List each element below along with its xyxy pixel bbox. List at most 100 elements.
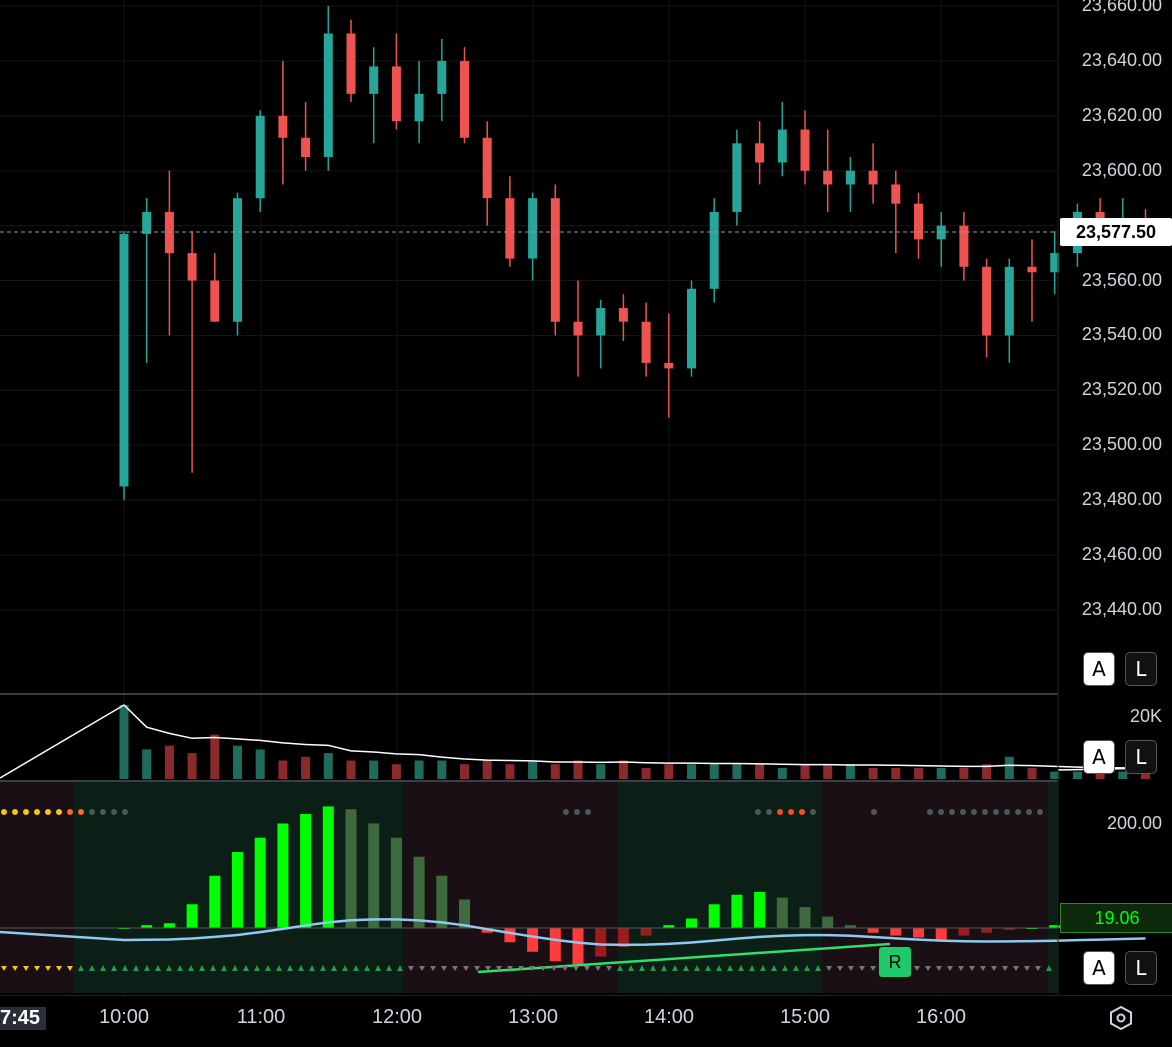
candle-body (573, 321, 583, 336)
signal-triangle (749, 965, 755, 971)
oscillator-bar (640, 928, 652, 936)
signal-dot (67, 809, 73, 815)
signal-triangle (661, 965, 667, 971)
volume-bar (1141, 771, 1150, 779)
signal-dot (585, 809, 591, 815)
log-scale-button[interactable]: L (1125, 652, 1157, 686)
signal-triangle (1013, 966, 1019, 971)
signal-triangle (298, 965, 304, 971)
signal-triangle (947, 966, 953, 971)
volume-bar (482, 760, 492, 779)
volume-bars (0, 704, 1150, 779)
candle-body (687, 288, 696, 369)
time-label: 11:00 (236, 1006, 286, 1028)
volume-bar (323, 753, 333, 779)
signal-triangle (408, 966, 414, 971)
signal-triangle (12, 966, 18, 971)
signal-triangle (89, 965, 95, 971)
signal-dot (949, 809, 955, 815)
signal-dot (871, 809, 877, 815)
volume-bar (1118, 771, 1128, 779)
volume-auto-button[interactable]: A (1083, 740, 1115, 774)
signal-dot (777, 809, 783, 815)
volume-bar (777, 767, 787, 779)
signal-triangle (254, 965, 260, 971)
signal-triangle (452, 966, 458, 971)
signal-triangle (1002, 966, 1008, 971)
candle-body (550, 198, 560, 322)
signal-triangle (221, 965, 227, 971)
settings-icon[interactable] (1108, 1005, 1134, 1031)
reversal-marker[interactable]: R (879, 947, 911, 977)
price-axis-label: 23,460.00 (1081, 544, 1162, 565)
auto-scale-button[interactable]: A (1083, 652, 1115, 686)
candle-body (732, 143, 742, 212)
signal-triangle (276, 965, 282, 971)
oscillator-bar (413, 856, 425, 928)
oscillator-bar (209, 875, 221, 928)
signal-triangle (111, 965, 117, 971)
oscillator-bar (595, 928, 607, 957)
candle-body (391, 66, 401, 122)
volume-bar (187, 753, 197, 779)
price-axis-label: 23,520.00 (1081, 379, 1162, 400)
signal-triangle (529, 966, 535, 971)
current-price-tag: 23,577.50 (1060, 218, 1172, 246)
volume-bar (255, 749, 265, 779)
signal-triangle (331, 965, 337, 971)
oscillator-bar (958, 928, 970, 936)
time-label-partial: 7:45 (0, 1007, 47, 1030)
signal-triangle (925, 966, 931, 971)
signal-triangle (1024, 966, 1030, 971)
signal-triangle (188, 965, 194, 971)
signal-triangle (573, 966, 579, 971)
volume-bar (164, 745, 174, 779)
signal-triangle (694, 965, 700, 971)
signal-triangle (958, 966, 964, 971)
candle-body (777, 129, 787, 163)
signal-triangle (683, 965, 689, 971)
signal-triangle (342, 965, 348, 971)
oscillator-bar (1049, 925, 1061, 928)
oscillator-bar (981, 928, 993, 933)
signal-dot (788, 809, 794, 815)
oscillator-bar (504, 928, 516, 943)
volume-log-button[interactable]: L (1125, 740, 1157, 774)
price-candles (119, 6, 1150, 501)
candle-body (210, 280, 220, 322)
volume-bar (664, 764, 674, 779)
signal-triangle (199, 965, 205, 971)
signal-dot (100, 809, 106, 815)
oscillator-bar (141, 925, 153, 928)
signal-triangle (815, 965, 821, 971)
signal-triangle (617, 965, 623, 971)
signal-triangle (485, 966, 491, 971)
volume-bar (732, 764, 742, 779)
signal-triangle (265, 965, 271, 971)
oscillator-bar (436, 875, 448, 928)
volume-axis-label: 20K (1129, 706, 1162, 726)
volume-bar (687, 764, 696, 779)
signal-dot (766, 809, 772, 815)
oscillator-bar (844, 925, 856, 928)
oscillator-bar (867, 928, 879, 933)
oscillator-auto-button[interactable]: A (1083, 951, 1115, 985)
oscillator-value-tag: 19.06 (1060, 903, 1172, 933)
time-axis[interactable]: 7:45 (0, 995, 1172, 1047)
signal-triangle (177, 965, 183, 971)
signal-triangle (232, 965, 238, 971)
candle-body (664, 362, 674, 369)
signal-triangle (166, 965, 172, 971)
signal-dot (971, 809, 977, 815)
volume-bar (936, 767, 946, 779)
volume-bar (1027, 767, 1037, 779)
volume-bar (346, 760, 356, 779)
signal-triangle (639, 965, 645, 971)
oscillator-log-button[interactable]: L (1125, 951, 1157, 985)
oscillator-bar (322, 806, 334, 928)
oscillator-bar (822, 916, 834, 928)
volume-bar (142, 749, 152, 779)
oscillator-bar (345, 809, 357, 928)
volume-bar (641, 767, 651, 779)
